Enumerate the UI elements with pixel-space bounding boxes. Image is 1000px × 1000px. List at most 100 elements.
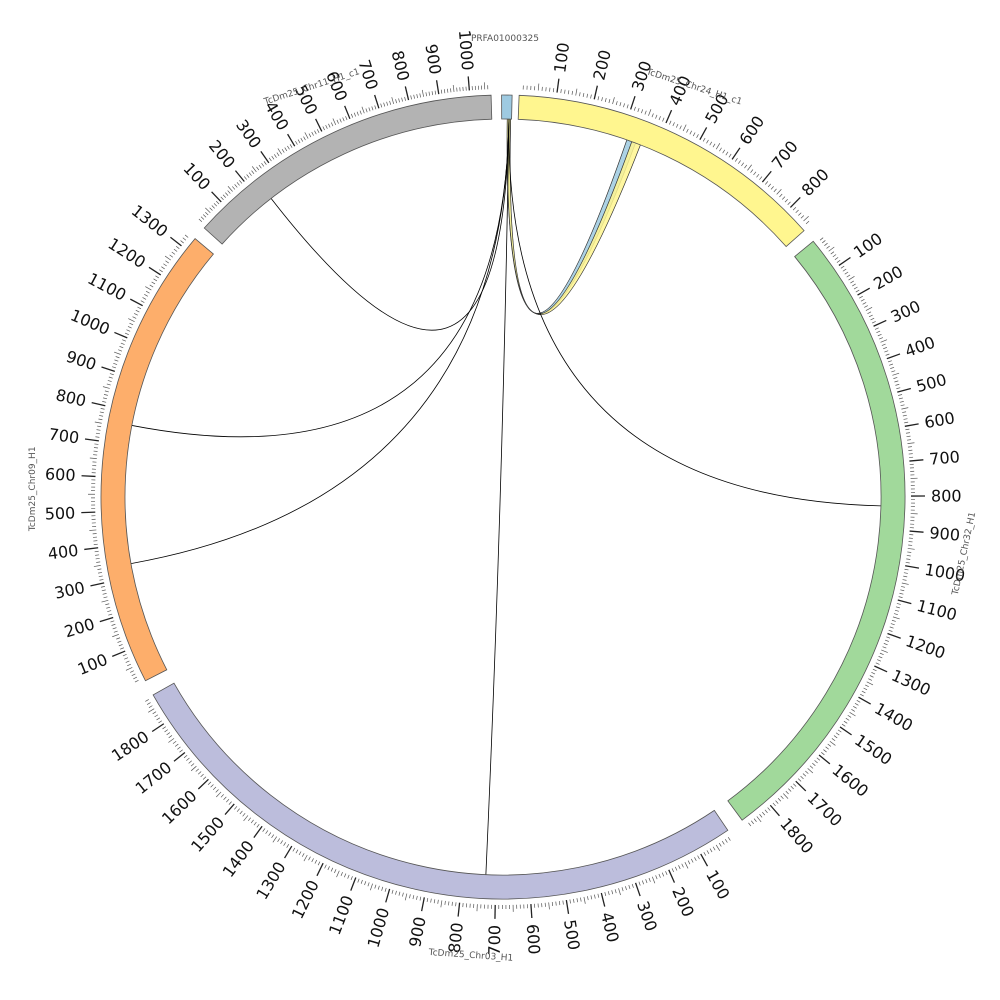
tick-label-chr09-700: 700 — [48, 425, 81, 448]
minor-ticks-chr09 — [88, 234, 189, 683]
major-tick-chr11-900 — [435, 80, 440, 95]
major-tick-chr32-1600 — [818, 754, 831, 765]
tick-label-chr03-1300: 1300 — [252, 858, 289, 903]
major-tick-chr32-1100 — [897, 599, 912, 605]
major-tick-chr03-1300 — [284, 845, 293, 859]
major-tick-chr11-1000 — [467, 76, 471, 91]
tick-label-chr24-600: 600 — [735, 112, 768, 148]
major-tick-chr32-700 — [909, 459, 924, 462]
major-tick-chr03-1700 — [173, 752, 186, 762]
major-tick-chr03-1100 — [350, 877, 357, 891]
segment-label-chr09: TcDm25_Chr09_H1 — [28, 446, 38, 532]
major-tick-chr09-300 — [90, 582, 105, 587]
major-tick-chr09-400 — [84, 547, 99, 551]
link-chr11-2 — [270, 119, 510, 331]
ideogram-chr09 — [100, 238, 215, 682]
tick-label-chr09-200: 200 — [62, 614, 97, 641]
major-tick-chr32-1300 — [874, 665, 888, 673]
major-tick-chr24-300 — [630, 95, 636, 110]
ideogram-chr32 — [727, 240, 906, 821]
major-tick-chr03-800 — [457, 902, 461, 917]
tick-label-chr03-1500: 1500 — [187, 813, 228, 856]
tick-label-chr03-300: 300 — [633, 899, 661, 934]
major-tick-chr03-600 — [530, 904, 533, 919]
tick-label-chr09-100: 100 — [75, 650, 110, 679]
tick-label-chr32-1100: 1100 — [915, 596, 959, 625]
tick-label-chr09-900: 900 — [64, 347, 99, 374]
major-tick-chr09-200 — [99, 616, 114, 623]
tick-label-chr09-1100: 1100 — [85, 269, 130, 305]
tick-label-chr32-1700: 1700 — [803, 788, 845, 830]
major-tick-chr32-1200 — [887, 632, 901, 639]
tick-label-chr32-1300: 1300 — [889, 666, 934, 700]
tick-label-chr32-1400: 1400 — [871, 699, 916, 736]
tick-label-chr03-1600: 1600 — [158, 786, 201, 828]
tick-label-chr09-1000: 1000 — [68, 305, 113, 338]
major-tick-chr03-1800 — [151, 723, 165, 733]
tick-label-chr09-1200: 1200 — [105, 234, 149, 272]
major-tick-chr32-400 — [886, 353, 901, 360]
major-tick-chr09-1000 — [114, 331, 128, 339]
tick-label-chr11-300: 300 — [232, 116, 265, 152]
major-tick-chr32-1800 — [769, 804, 780, 817]
tick-label-chr09-1300: 1300 — [128, 201, 172, 241]
major-tick-chr24-600 — [731, 147, 741, 160]
segment-label-chr32: TcDm25_Chr32_H1 — [951, 511, 979, 597]
major-tick-chr03-500 — [565, 899, 570, 914]
link-ribbon-chr24-1 — [506, 118, 641, 315]
tick-label-chr24-800: 800 — [798, 165, 833, 200]
ideogram-chr03 — [152, 682, 729, 900]
tick-label-chr11-100: 100 — [179, 159, 214, 194]
major-tick-chr09-500 — [81, 511, 96, 514]
link-chr09-3 — [131, 119, 510, 438]
tick-label-chr03-900: 900 — [405, 915, 430, 949]
tick-label-chr03-100: 100 — [702, 867, 733, 903]
minor-ticks-chr03 — [145, 699, 731, 912]
major-tick-chr32-600 — [904, 423, 919, 427]
tick-label-chr03-1400: 1400 — [219, 837, 258, 881]
major-tick-chr03-1600 — [197, 778, 209, 790]
major-tick-chr24-400 — [665, 109, 673, 124]
tick-label-chr03-700: 700 — [485, 925, 505, 956]
tick-label-chr32-500: 500 — [914, 370, 948, 396]
tick-label-chr09-400: 400 — [47, 541, 80, 564]
major-tick-chr11-600 — [344, 105, 351, 120]
link-chr03-6 — [485, 119, 510, 875]
tick-label-chr11-200: 200 — [205, 136, 239, 172]
major-tick-chr24-800 — [789, 197, 801, 208]
major-tick-chr32-100 — [838, 256, 851, 266]
minor-ticks-chr24 — [522, 83, 810, 225]
major-tick-chr32-200 — [857, 287, 871, 296]
major-tick-chr24-100 — [556, 78, 560, 93]
tick-label-chr03-1200: 1200 — [288, 877, 323, 922]
major-tick-chr03-1000 — [385, 888, 391, 903]
major-tick-chr03-1200 — [316, 862, 324, 877]
tick-label-chr03-1800: 1800 — [108, 727, 152, 765]
tick-label-chr03-800: 800 — [445, 922, 467, 954]
major-tick-chr32-1000 — [905, 565, 920, 569]
tick-label-chr32-200: 200 — [870, 262, 906, 294]
tick-label-chr03-1700: 1700 — [132, 758, 176, 798]
major-tick-chr09-600 — [81, 475, 96, 478]
tick-label-chr32-1800: 1800 — [776, 814, 817, 857]
tick-label-chr32-700: 700 — [928, 447, 960, 469]
major-tick-chr11-100 — [211, 191, 222, 203]
major-tick-chr03-400 — [600, 892, 606, 907]
major-tick-chr09-800 — [91, 402, 106, 407]
tick-label-chr09-500: 500 — [44, 503, 75, 523]
major-tick-chr11-500 — [315, 118, 323, 132]
tick-label-chr03-1100: 1100 — [325, 893, 357, 938]
major-tick-chr09-1100 — [129, 298, 143, 307]
major-tick-chr32-1400 — [858, 696, 872, 705]
tick-label-chr24-200: 200 — [589, 48, 614, 82]
tick-label-chr11-1000: 1000 — [455, 29, 477, 71]
tick-label-chr32-100: 100 — [850, 229, 886, 262]
tick-label-chr24-100: 100 — [550, 41, 573, 74]
link-chr32-5 — [508, 119, 881, 507]
major-tick-chr03-900 — [420, 897, 425, 912]
major-tick-chr32-300 — [873, 319, 887, 327]
major-tick-chr09-1300 — [170, 236, 182, 247]
tick-label-chr32-400: 400 — [902, 333, 937, 361]
tick-layer: 100 200 300 4005006007008001002003004005006… — [44, 29, 966, 956]
